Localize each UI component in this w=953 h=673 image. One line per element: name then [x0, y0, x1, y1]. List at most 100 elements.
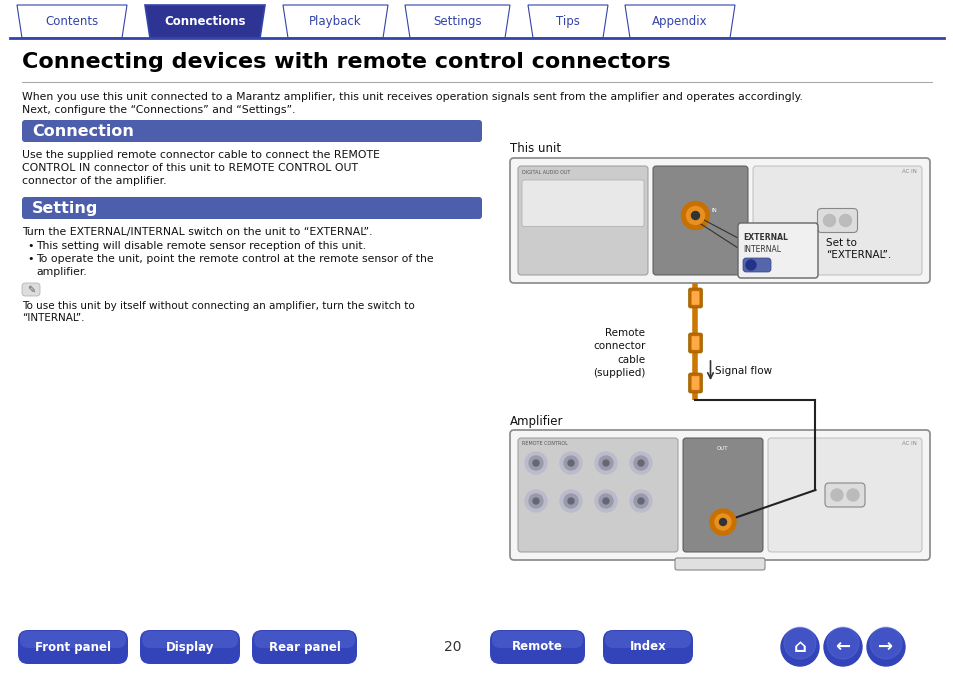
Circle shape	[563, 456, 578, 470]
Circle shape	[533, 460, 538, 466]
Text: Settings: Settings	[433, 15, 481, 28]
Text: EXTERNAL: EXTERNAL	[742, 233, 787, 242]
Circle shape	[634, 456, 647, 470]
Circle shape	[598, 456, 613, 470]
Circle shape	[533, 498, 538, 504]
FancyBboxPatch shape	[691, 336, 699, 350]
FancyBboxPatch shape	[517, 166, 647, 275]
Text: Tips: Tips	[556, 15, 579, 28]
FancyBboxPatch shape	[517, 438, 678, 552]
FancyBboxPatch shape	[682, 438, 762, 552]
Circle shape	[869, 627, 901, 659]
FancyBboxPatch shape	[140, 630, 240, 664]
Circle shape	[567, 498, 574, 504]
Circle shape	[629, 490, 651, 512]
Circle shape	[524, 452, 546, 474]
Text: OUT: OUT	[717, 446, 728, 451]
Circle shape	[839, 215, 851, 227]
Circle shape	[783, 627, 815, 659]
Circle shape	[686, 207, 703, 225]
Polygon shape	[405, 5, 510, 38]
Circle shape	[719, 518, 726, 526]
Text: ←: ←	[835, 638, 850, 656]
Text: Setting: Setting	[32, 201, 98, 215]
FancyBboxPatch shape	[602, 630, 692, 664]
FancyBboxPatch shape	[18, 630, 128, 664]
FancyBboxPatch shape	[521, 180, 643, 227]
FancyBboxPatch shape	[688, 373, 701, 393]
FancyBboxPatch shape	[767, 438, 921, 552]
Text: IN: IN	[711, 208, 717, 213]
Polygon shape	[624, 5, 734, 38]
FancyBboxPatch shape	[688, 333, 701, 353]
Circle shape	[595, 452, 617, 474]
Text: This unit: This unit	[510, 142, 560, 155]
Text: To use this unit by itself without connecting an amplifier, turn the switch to: To use this unit by itself without conne…	[22, 301, 415, 311]
Text: Display: Display	[166, 641, 214, 653]
Text: To operate the unit, point the remote control at the remote sensor of the: To operate the unit, point the remote co…	[36, 254, 434, 264]
Circle shape	[691, 211, 699, 219]
Circle shape	[563, 494, 578, 508]
Text: CONTROL IN connector of this unit to REMOTE CONTROL OUT: CONTROL IN connector of this unit to REM…	[22, 163, 357, 173]
Circle shape	[559, 490, 581, 512]
Text: •: •	[27, 241, 33, 251]
Polygon shape	[527, 5, 607, 38]
FancyBboxPatch shape	[490, 630, 584, 664]
Circle shape	[529, 494, 542, 508]
Text: Contents: Contents	[46, 15, 98, 28]
Text: Connections: Connections	[164, 15, 246, 28]
Text: Rear panel: Rear panel	[269, 641, 340, 653]
Circle shape	[830, 489, 842, 501]
FancyBboxPatch shape	[817, 209, 857, 232]
FancyBboxPatch shape	[691, 376, 699, 390]
Text: AC IN: AC IN	[902, 441, 916, 446]
Text: ⌂: ⌂	[793, 638, 805, 656]
Circle shape	[709, 509, 735, 535]
Text: Playback: Playback	[309, 15, 361, 28]
Circle shape	[524, 490, 546, 512]
FancyBboxPatch shape	[492, 631, 582, 648]
FancyBboxPatch shape	[22, 283, 40, 296]
Text: Connecting devices with remote control connectors: Connecting devices with remote control c…	[22, 52, 670, 72]
Text: “INTERNAL”.: “INTERNAL”.	[22, 313, 85, 323]
FancyBboxPatch shape	[22, 197, 481, 219]
Circle shape	[634, 494, 647, 508]
FancyBboxPatch shape	[604, 631, 690, 648]
Text: Set to
“EXTERNAL”.: Set to “EXTERNAL”.	[825, 238, 890, 260]
FancyBboxPatch shape	[20, 631, 126, 648]
Circle shape	[822, 215, 835, 227]
FancyBboxPatch shape	[675, 558, 764, 570]
FancyBboxPatch shape	[253, 631, 355, 648]
Circle shape	[529, 456, 542, 470]
Text: Appendix: Appendix	[652, 15, 707, 28]
Circle shape	[680, 201, 709, 229]
Text: →: →	[878, 638, 893, 656]
Text: Amplifier: Amplifier	[510, 415, 563, 428]
Text: Front panel: Front panel	[35, 641, 111, 653]
Text: Remote
connector
cable
(supplied): Remote connector cable (supplied)	[593, 328, 645, 378]
Text: Index: Index	[629, 641, 666, 653]
Polygon shape	[17, 5, 127, 38]
Circle shape	[823, 628, 862, 666]
Circle shape	[595, 490, 617, 512]
Text: When you use this unit connected to a Marantz amplifier, this unit receives oper: When you use this unit connected to a Ma…	[22, 92, 802, 102]
Circle shape	[714, 514, 730, 530]
Text: connector of the amplifier.: connector of the amplifier.	[22, 176, 167, 186]
Circle shape	[602, 498, 608, 504]
Text: Use the supplied remote connector cable to connect the REMOTE: Use the supplied remote connector cable …	[22, 150, 379, 160]
Text: INTERNAL: INTERNAL	[742, 245, 781, 254]
Text: Turn the EXTERNAL/INTERNAL switch on the unit to “EXTERNAL”.: Turn the EXTERNAL/INTERNAL switch on the…	[22, 227, 372, 237]
FancyBboxPatch shape	[252, 630, 356, 664]
Circle shape	[745, 260, 755, 270]
FancyBboxPatch shape	[510, 158, 929, 283]
Circle shape	[826, 627, 858, 659]
Text: ✎: ✎	[27, 285, 35, 295]
FancyBboxPatch shape	[824, 483, 864, 507]
FancyBboxPatch shape	[142, 631, 237, 648]
FancyBboxPatch shape	[688, 288, 701, 308]
Text: Signal flow: Signal flow	[715, 366, 772, 376]
FancyBboxPatch shape	[691, 291, 699, 305]
Text: Next, configure the “Connections” and “Settings”.: Next, configure the “Connections” and “S…	[22, 105, 295, 115]
Circle shape	[866, 628, 904, 666]
FancyBboxPatch shape	[742, 258, 770, 272]
